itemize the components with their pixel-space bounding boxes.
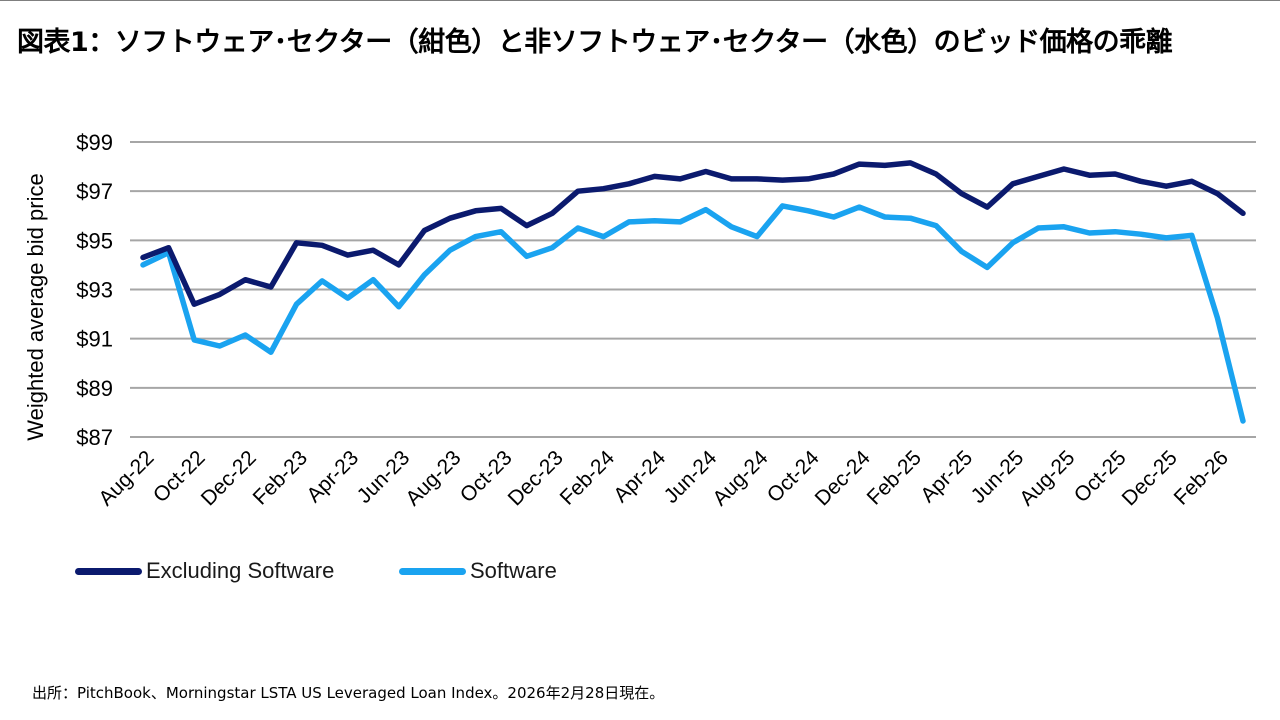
legend-swatch-excluding-software	[75, 567, 142, 575]
x-tick-label: Aug-23	[401, 446, 465, 510]
x-tick-label: Feb-24	[556, 446, 620, 510]
y-tick-label: $91	[76, 327, 113, 352]
y-tick-label: $93	[76, 278, 113, 303]
x-tick-label: Feb-25	[863, 446, 926, 509]
legend-label-software: Software	[470, 558, 557, 583]
x-tick-label: Aug-24	[708, 446, 772, 510]
legend-item-excluding-software: Excluding Software	[75, 556, 334, 586]
x-tick-label: Apr-23	[302, 446, 363, 507]
source-note: 出所：PitchBook、Morningstar LSTA US Leverag…	[32, 684, 665, 702]
x-tick-label: Feb-23	[249, 446, 312, 509]
figure-title: 図表1：ソフトウェア･セクター（紺色）と非ソフトウェア･セクター（水色）のビッド…	[17, 27, 1173, 58]
legend-label-excluding-software: Excluding Software	[146, 558, 335, 583]
x-tick-label: Dec-25	[1118, 446, 1182, 510]
x-tick-label: Dec-24	[811, 446, 875, 510]
x-tick-label: Aug-25	[1015, 446, 1079, 510]
legend-swatch-software	[399, 567, 466, 575]
y-tick-label: $89	[76, 376, 113, 401]
series-lines	[140, 160, 1246, 424]
y-tick-label: $95	[76, 228, 113, 253]
series-line-software	[140, 203, 1246, 424]
y-axis-label: Weighted average bid price	[23, 173, 48, 440]
x-tick-label: Dec-22	[197, 446, 261, 510]
y-tick-label: $87	[76, 425, 113, 450]
x-tick-label: Apr-24	[609, 446, 670, 507]
legend-item-software: Software	[399, 556, 557, 586]
y-axis-ticks: $87 $89 $91 $93 $95 $97 $99	[76, 130, 113, 450]
x-axis-ticks: Aug-22Oct-22Dec-22Feb-23Apr-23Jun-23Aug-…	[94, 446, 1233, 510]
x-tick-label: Dec-23	[504, 446, 568, 510]
series-line-excluding-software	[140, 160, 1246, 307]
y-tick-label: $99	[76, 130, 113, 155]
y-tick-label: $97	[76, 179, 113, 204]
x-tick-label: Apr-25	[916, 446, 977, 507]
x-tick-label: Aug-22	[94, 446, 158, 510]
top-border	[0, 0, 1280, 1]
x-tick-label: Feb-26	[1170, 446, 1233, 509]
gridlines	[130, 141, 1256, 438]
